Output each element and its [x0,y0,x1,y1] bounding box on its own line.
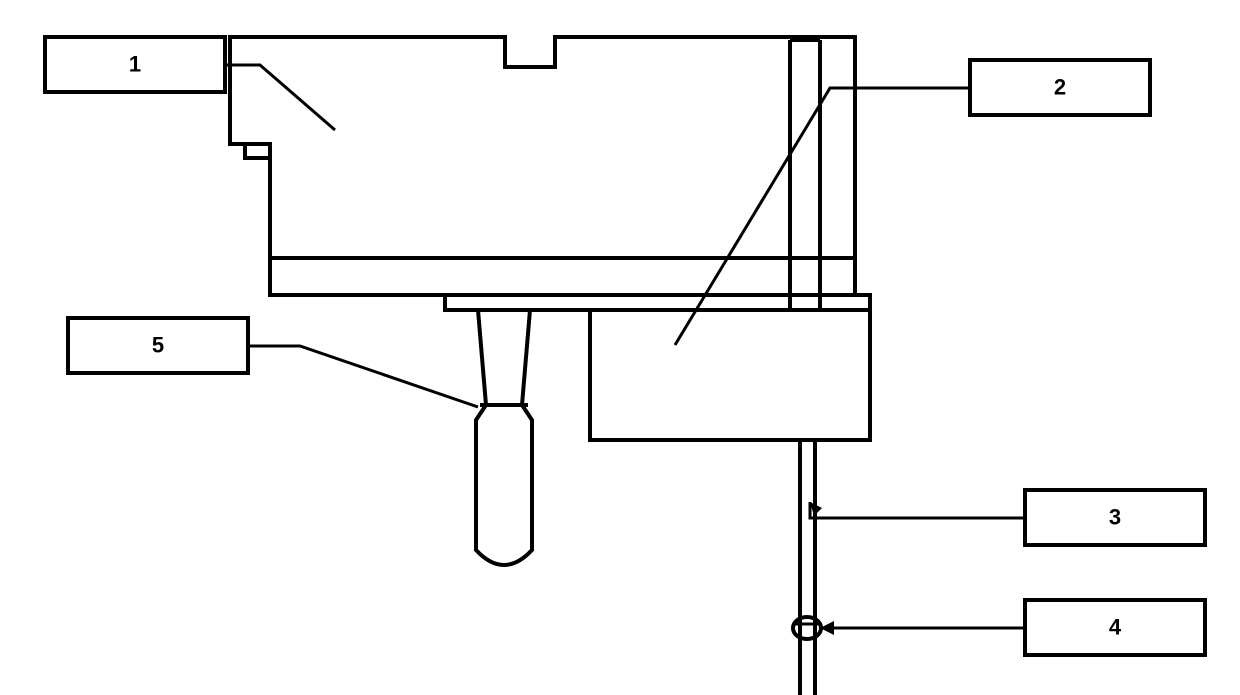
label-4-text: 4 [1109,614,1122,639]
leader-lbl3 [810,502,1025,518]
label-2: 2 [970,60,1150,115]
label-5-text: 5 [152,332,164,357]
left-lip [245,144,270,158]
label-2-text: 2 [1054,74,1066,99]
label-4: 4 [1025,600,1205,655]
funnel-neck [478,310,530,405]
label-3: 3 [1025,490,1205,545]
arrowhead [820,621,834,635]
leader-lbl2 [675,88,970,345]
leader-lbl1 [225,65,335,130]
label-5: 5 [68,318,248,373]
bottle-body [476,405,532,565]
leader-lbl5 [248,346,478,407]
label-1: 1 [45,37,225,92]
apparatus-outline [230,37,870,440]
label-3-text: 3 [1109,504,1121,529]
label-1-text: 1 [129,51,141,76]
